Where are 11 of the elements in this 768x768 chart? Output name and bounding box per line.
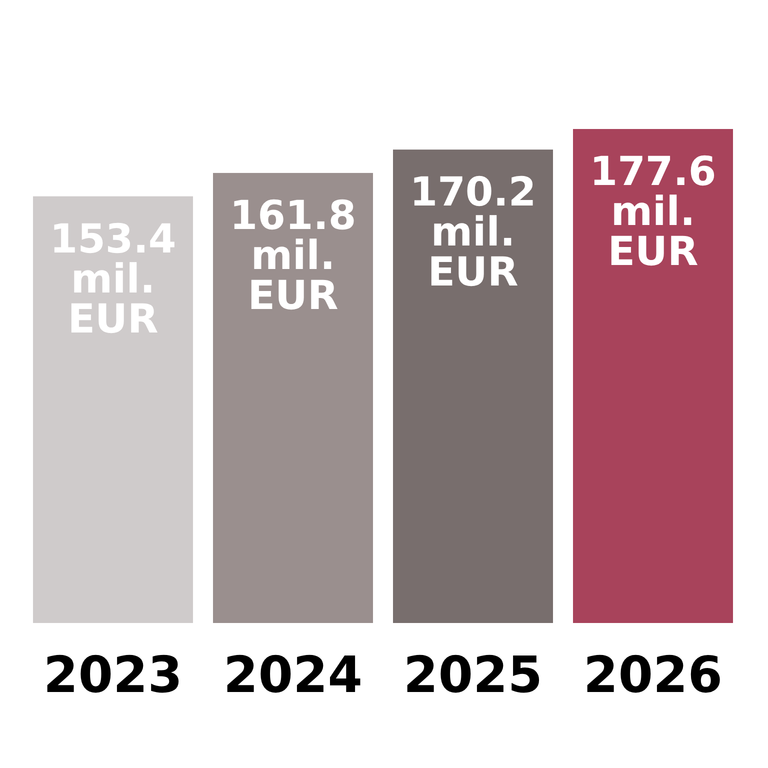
x-tick-label: 2025 [403,646,543,704]
bar [213,172,373,623]
bar [573,129,733,623]
x-tick-label: 2023 [43,646,183,704]
x-tick-label: 2026 [583,646,723,704]
data-label: 161.8 mil. EUR [230,192,356,319]
x-tick-label: 2024 [223,646,363,704]
bar [33,196,193,623]
bar [393,150,553,623]
data-label: 170.2 mil. EUR [410,170,536,296]
data-label: 177.6 mil. EUR [590,149,716,275]
